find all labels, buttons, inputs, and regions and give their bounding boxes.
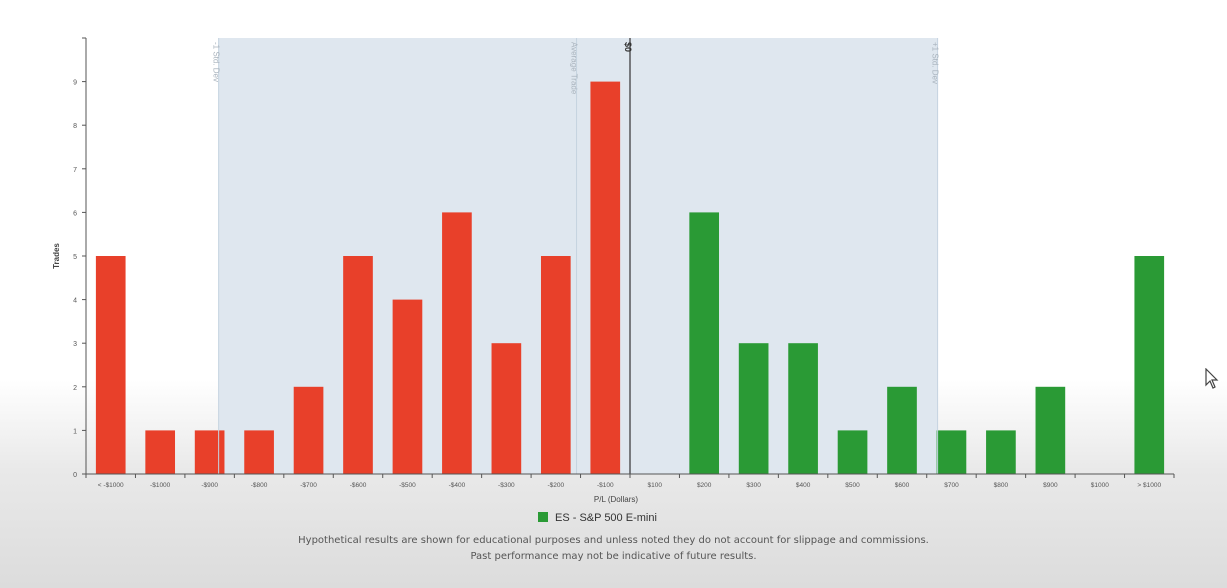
x-tick-label: $100 <box>647 482 662 489</box>
x-tick-label: -$200 <box>548 482 565 489</box>
bar-gain <box>837 430 868 474</box>
x-tick-label: -$900 <box>201 482 218 489</box>
x-tick-label: $500 <box>845 482 860 489</box>
x-tick-label: > $1000 <box>1137 482 1161 489</box>
x-tick-label: -$800 <box>251 482 268 489</box>
x-axis-title: P/L (Dollars) <box>594 495 638 504</box>
y-axis-title: Trades <box>52 243 61 269</box>
bar-loss <box>540 256 571 474</box>
y-tick-label: 7 <box>73 167 77 174</box>
reference-line-label: Average Trade <box>570 42 579 95</box>
x-tick-label: < -$1000 <box>98 482 124 489</box>
bar-loss <box>95 256 126 474</box>
x-tick-label: $400 <box>796 482 811 489</box>
disclaimer-line-2: Past performance may not be indicative o… <box>470 551 757 562</box>
reference-line-label: +1 Std. Dev <box>931 42 940 84</box>
bar-gain <box>788 343 818 474</box>
bar-loss <box>194 430 225 474</box>
x-tick-label: $1000 <box>1091 482 1109 489</box>
bar-gain <box>986 430 1016 474</box>
bar-loss <box>145 430 176 474</box>
y-tick-label: 9 <box>73 80 77 87</box>
legend-label: ES - S&P 500 E-mini <box>555 512 657 524</box>
bar-gain <box>936 430 967 474</box>
bar-gain <box>689 212 720 474</box>
x-tick-label: $600 <box>895 482 910 489</box>
bar-gain <box>738 343 769 474</box>
bar-loss <box>442 212 472 474</box>
bar-loss <box>293 386 324 474</box>
x-tick-label: -$100 <box>597 482 614 489</box>
std-dev-band <box>218 38 938 474</box>
y-tick-label: 3 <box>73 341 77 348</box>
x-tick-label: -$700 <box>300 482 317 489</box>
y-tick-label: 6 <box>73 210 77 217</box>
y-tick-label: 4 <box>73 298 77 305</box>
x-tick-label: $900 <box>1043 482 1058 489</box>
y-tick-label: 5 <box>73 254 77 261</box>
x-tick-label: -$400 <box>449 482 466 489</box>
bar-loss <box>392 299 423 474</box>
x-tick-label: -$300 <box>498 482 515 489</box>
x-tick-label: -$500 <box>399 482 416 489</box>
y-tick-label: 1 <box>73 428 77 435</box>
x-tick-label: $800 <box>994 482 1009 489</box>
mouse-cursor-icon <box>1205 368 1219 389</box>
bar-loss <box>590 81 621 474</box>
bar-loss <box>491 343 522 474</box>
legend-swatch <box>538 512 548 522</box>
bar-gain <box>887 386 917 474</box>
reference-line-label: $0 <box>623 42 633 52</box>
bar-gain <box>1134 256 1165 474</box>
x-tick-label: $300 <box>746 482 761 489</box>
bar-loss <box>244 430 274 474</box>
y-tick-label: 0 <box>73 472 77 479</box>
reference-line-label: -1 Std. Dev <box>212 42 221 82</box>
bar-gain <box>1035 386 1066 474</box>
y-tick-label: 8 <box>73 123 77 130</box>
y-tick-label: 2 <box>73 385 77 392</box>
bar-loss <box>343 256 373 474</box>
disclaimer-line-1: Hypothetical results are shown for educa… <box>298 535 929 546</box>
x-tick-label: $700 <box>944 482 959 489</box>
x-tick-label: -$1000 <box>150 482 171 489</box>
x-tick-label: $200 <box>697 482 712 489</box>
x-tick-label: -$600 <box>350 482 367 489</box>
